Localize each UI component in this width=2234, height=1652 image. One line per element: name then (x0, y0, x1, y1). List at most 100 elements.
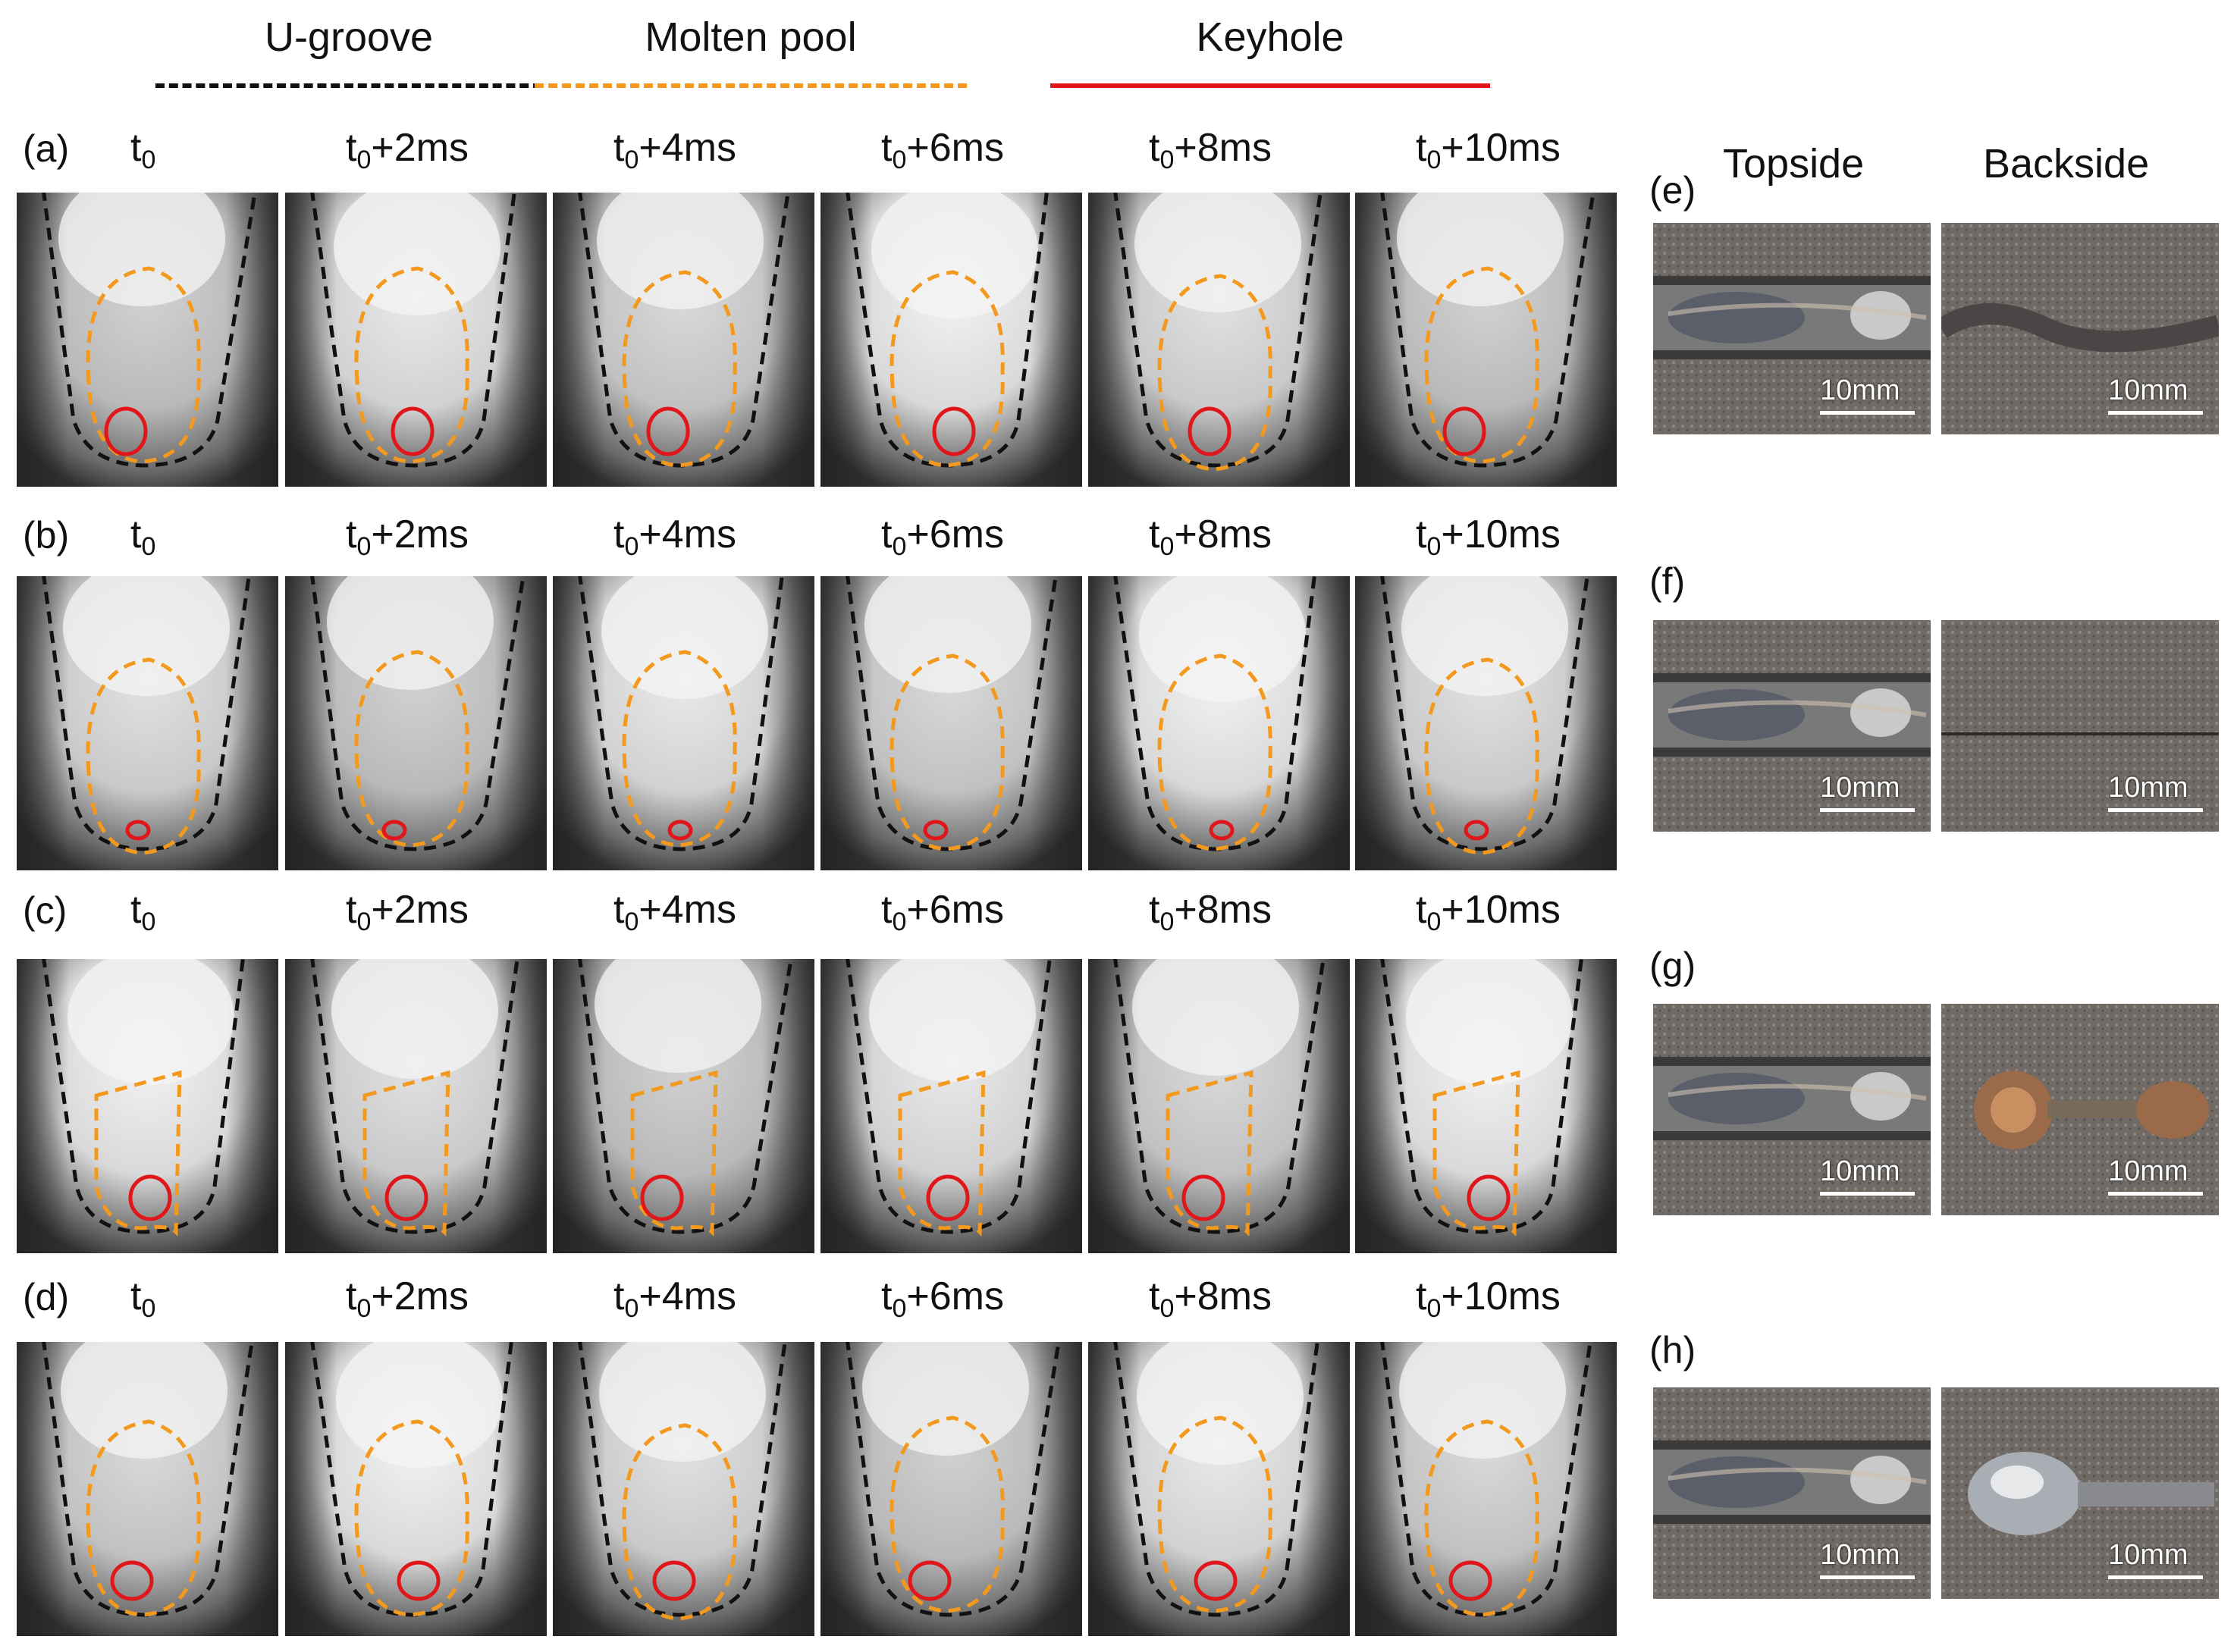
scale-label: 10mm (2108, 375, 2189, 406)
backside-weld-photo (1941, 620, 2219, 832)
time-label: t0 (130, 125, 155, 175)
scale-bar (2108, 1192, 2203, 1196)
row-label: (c) (23, 889, 67, 932)
legend-label-1: U-groove (264, 14, 434, 60)
row-label: (b) (23, 514, 70, 556)
time-subscript: 0 (1426, 908, 1442, 936)
scale-bar (2108, 411, 2203, 415)
time-suffix: +2ms (371, 1274, 469, 1318)
time-base: t (130, 513, 142, 556)
time-subscript: 0 (1426, 1294, 1442, 1323)
time-label: t0+10ms (1416, 887, 1561, 937)
time-base: t (613, 513, 625, 556)
time-subscript: 0 (1426, 146, 1442, 174)
scale-bar (1820, 411, 1915, 415)
legend-label-3: Keyhole (1196, 14, 1344, 60)
scale-label: 10mm (2108, 772, 2189, 804)
time-base: t (881, 1274, 893, 1318)
topside-heading: Topside (1723, 141, 1865, 187)
time-subscript: 0 (624, 908, 639, 936)
scale-bar (1820, 1575, 1915, 1579)
time-suffix: +6ms (906, 126, 1004, 170)
time-subscript: 0 (1159, 146, 1175, 174)
time-suffix: +4ms (639, 888, 736, 932)
weld-panel-label: (e) (1649, 169, 1696, 212)
time-base: t (346, 888, 357, 932)
time-subscript: 0 (892, 532, 907, 561)
time-subscript: 0 (1159, 908, 1175, 936)
time-subscript: 0 (1159, 1294, 1175, 1323)
time-subscript: 0 (141, 532, 156, 561)
scale-label: 10mm (1820, 1539, 1900, 1571)
time-label: t0+4ms (613, 887, 736, 937)
time-subscript: 0 (356, 146, 372, 174)
time-suffix: +2ms (371, 888, 469, 932)
topside-weld-photo (1653, 620, 1931, 832)
topside-weld-photo (1653, 223, 1931, 434)
time-base: t (613, 1274, 625, 1318)
backside-weld-photo (1941, 1004, 2219, 1215)
scale-label: 10mm (1820, 375, 1900, 406)
time-subscript: 0 (356, 1294, 372, 1323)
high-speed-frame (285, 959, 547, 1253)
time-subscript: 0 (356, 532, 372, 561)
time-label: t0+6ms (881, 125, 1004, 175)
time-label: t0+8ms (1149, 512, 1272, 562)
topside-weld-photo (1653, 1387, 1931, 1599)
high-speed-frame (553, 576, 814, 870)
time-subscript: 0 (1159, 532, 1175, 561)
high-speed-frame (285, 1342, 547, 1636)
time-label: t0+8ms (1149, 887, 1272, 937)
time-base: t (613, 888, 625, 932)
time-suffix: +8ms (1174, 1274, 1272, 1318)
scale-bar (2108, 808, 2203, 812)
time-suffix: +6ms (906, 888, 1004, 932)
time-label: t0+2ms (346, 1274, 469, 1324)
time-suffix: +10ms (1441, 513, 1561, 556)
high-speed-frame (1355, 959, 1617, 1253)
time-base: t (881, 126, 893, 170)
time-base: t (130, 1274, 142, 1318)
time-subscript: 0 (624, 146, 639, 174)
time-suffix: +2ms (371, 513, 469, 556)
time-base: t (346, 513, 357, 556)
high-speed-frame (820, 1342, 1082, 1636)
time-label: t0+6ms (881, 887, 1004, 937)
high-speed-frame (820, 576, 1082, 870)
scale-label: 10mm (2108, 1539, 2189, 1571)
time-label: t0 (130, 887, 155, 937)
time-base: t (130, 888, 142, 932)
high-speed-frame (285, 193, 547, 487)
backside-weld-photo (1941, 223, 2219, 434)
high-speed-frame (1355, 576, 1617, 870)
high-speed-frame (17, 1342, 278, 1636)
time-suffix: +4ms (639, 513, 736, 556)
high-speed-frame (1088, 193, 1350, 487)
row-label: (d) (23, 1276, 70, 1318)
time-label: t0+6ms (881, 1274, 1004, 1324)
time-base: t (1416, 1274, 1427, 1318)
time-suffix: +10ms (1441, 1274, 1561, 1318)
legend-line-1 (155, 83, 542, 88)
backside-weld-photo (1941, 1387, 2219, 1599)
scale-label: 10mm (1820, 1155, 1900, 1187)
legend-line-3 (1050, 83, 1490, 88)
high-speed-frame (1355, 1342, 1617, 1636)
time-label: t0 (130, 512, 155, 562)
time-base: t (130, 126, 142, 170)
time-label: t0+6ms (881, 512, 1004, 562)
high-speed-frame (553, 1342, 814, 1636)
high-speed-frame (17, 576, 278, 870)
legend-line-2 (535, 83, 967, 88)
time-base: t (1149, 888, 1160, 932)
time-base: t (1149, 1274, 1160, 1318)
time-suffix: +8ms (1174, 126, 1272, 170)
time-label: t0+4ms (613, 125, 736, 175)
high-speed-frame (553, 193, 814, 487)
time-suffix: +6ms (906, 1274, 1004, 1318)
time-subscript: 0 (141, 908, 156, 936)
time-base: t (1149, 126, 1160, 170)
time-suffix: +8ms (1174, 513, 1272, 556)
weld-panel-label: (g) (1649, 945, 1696, 987)
time-label: t0+2ms (346, 887, 469, 937)
